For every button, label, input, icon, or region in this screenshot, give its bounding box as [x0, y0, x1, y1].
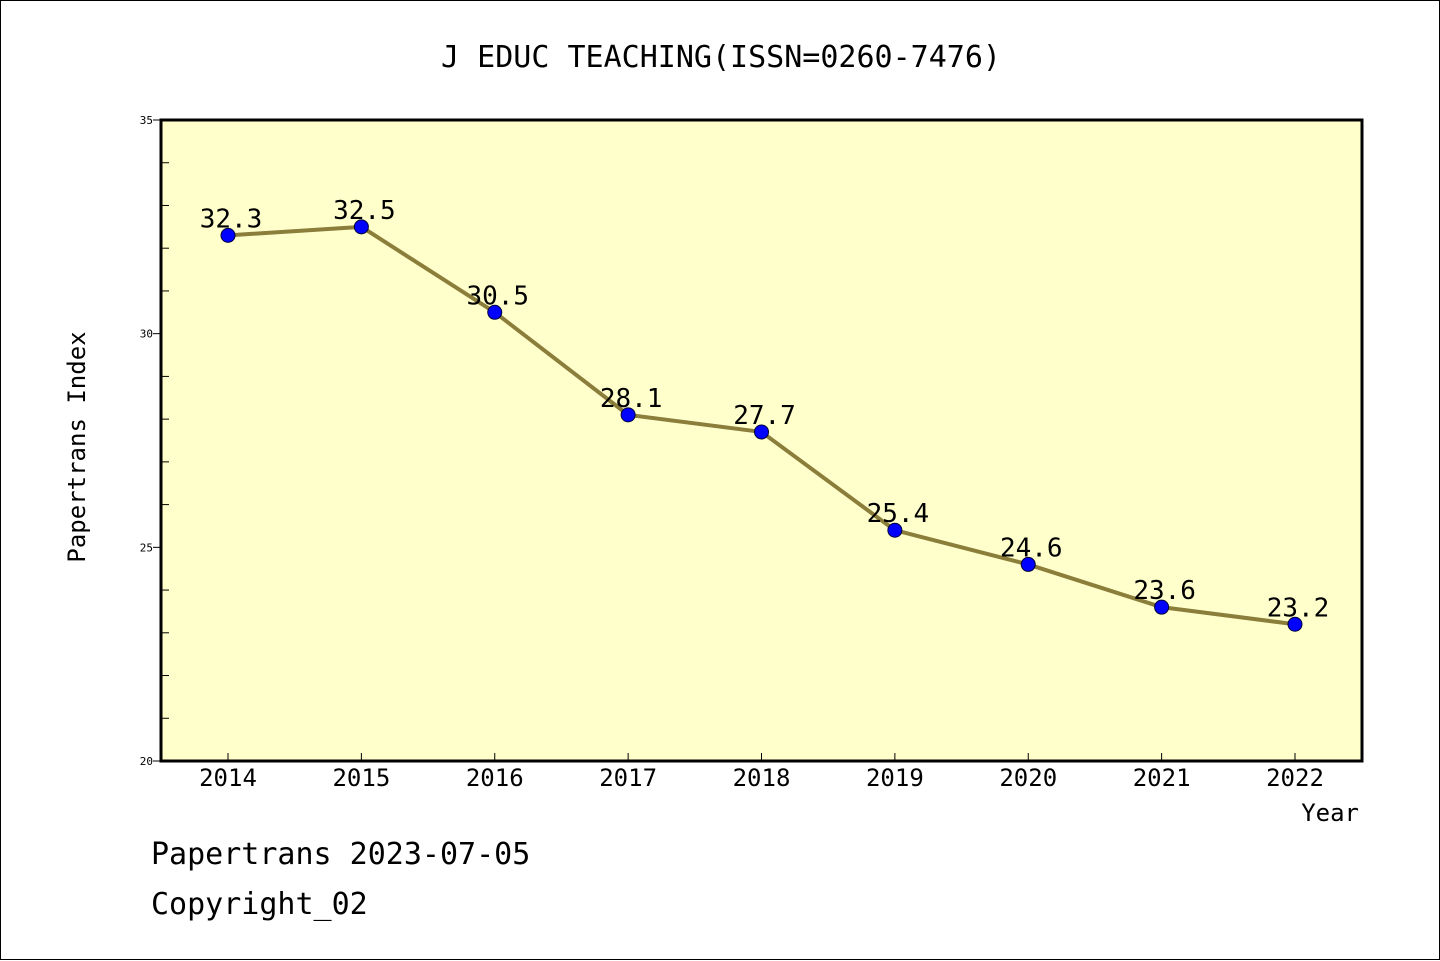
data-point [754, 424, 769, 440]
y-tick-label: 20 [140, 755, 153, 768]
data-point [220, 227, 236, 243]
data-point [1020, 556, 1036, 572]
data-label: 28.1 [600, 384, 663, 414]
data-point [487, 304, 503, 320]
data-label: 24.6 [1000, 533, 1063, 563]
x-tick-label: 2018 [733, 764, 791, 792]
x-tick-label: 2019 [866, 764, 924, 792]
footer-copyright: Copyright_02 [151, 887, 368, 922]
y-tick-label: 25 [140, 541, 153, 554]
x-tick-label: 2015 [332, 764, 390, 792]
data-label: 27.7 [733, 401, 796, 431]
x-tick-label: 2016 [466, 764, 524, 792]
data-label: 25.4 [867, 499, 930, 529]
data-point [887, 522, 903, 538]
data-point [1154, 599, 1170, 615]
data-label: 32.5 [333, 196, 396, 226]
data-point [1287, 616, 1303, 632]
data-label: 23.2 [1267, 593, 1330, 623]
data-labels: 32.3 32.5 30.5 28.1 27.7 25.4 24.6 23.6 23.2 [200, 196, 1330, 623]
chart-title: J EDUC TEACHING(ISSN=0260-7476) [441, 40, 1001, 75]
y-axis-label: Papertrans Index [63, 331, 91, 562]
data-point [620, 407, 636, 423]
data-markers [220, 219, 1303, 632]
x-axis-label: Year [1301, 799, 1359, 827]
x-tick-label: 2014 [199, 764, 257, 792]
y-tick-label: 30 [140, 328, 153, 341]
y-axis-ticks: 20 25 30 35 [140, 114, 169, 768]
data-label: 32.3 [200, 204, 263, 234]
x-tick-label: 2017 [599, 764, 657, 792]
data-label: 23.6 [1133, 576, 1196, 606]
x-tick-label: 2022 [1266, 764, 1324, 792]
x-tick-label: 2021 [1133, 764, 1191, 792]
x-tick-label: 2020 [999, 764, 1057, 792]
data-label: 30.5 [466, 281, 529, 311]
data-point [353, 219, 369, 235]
footer-date-line: Papertrans 2023-07-05 [151, 837, 531, 872]
x-axis-ticks: 2014 2015 2016 2017 2018 2019 2020 2021 2022 [199, 753, 1324, 792]
y-tick-label: 35 [140, 114, 153, 127]
